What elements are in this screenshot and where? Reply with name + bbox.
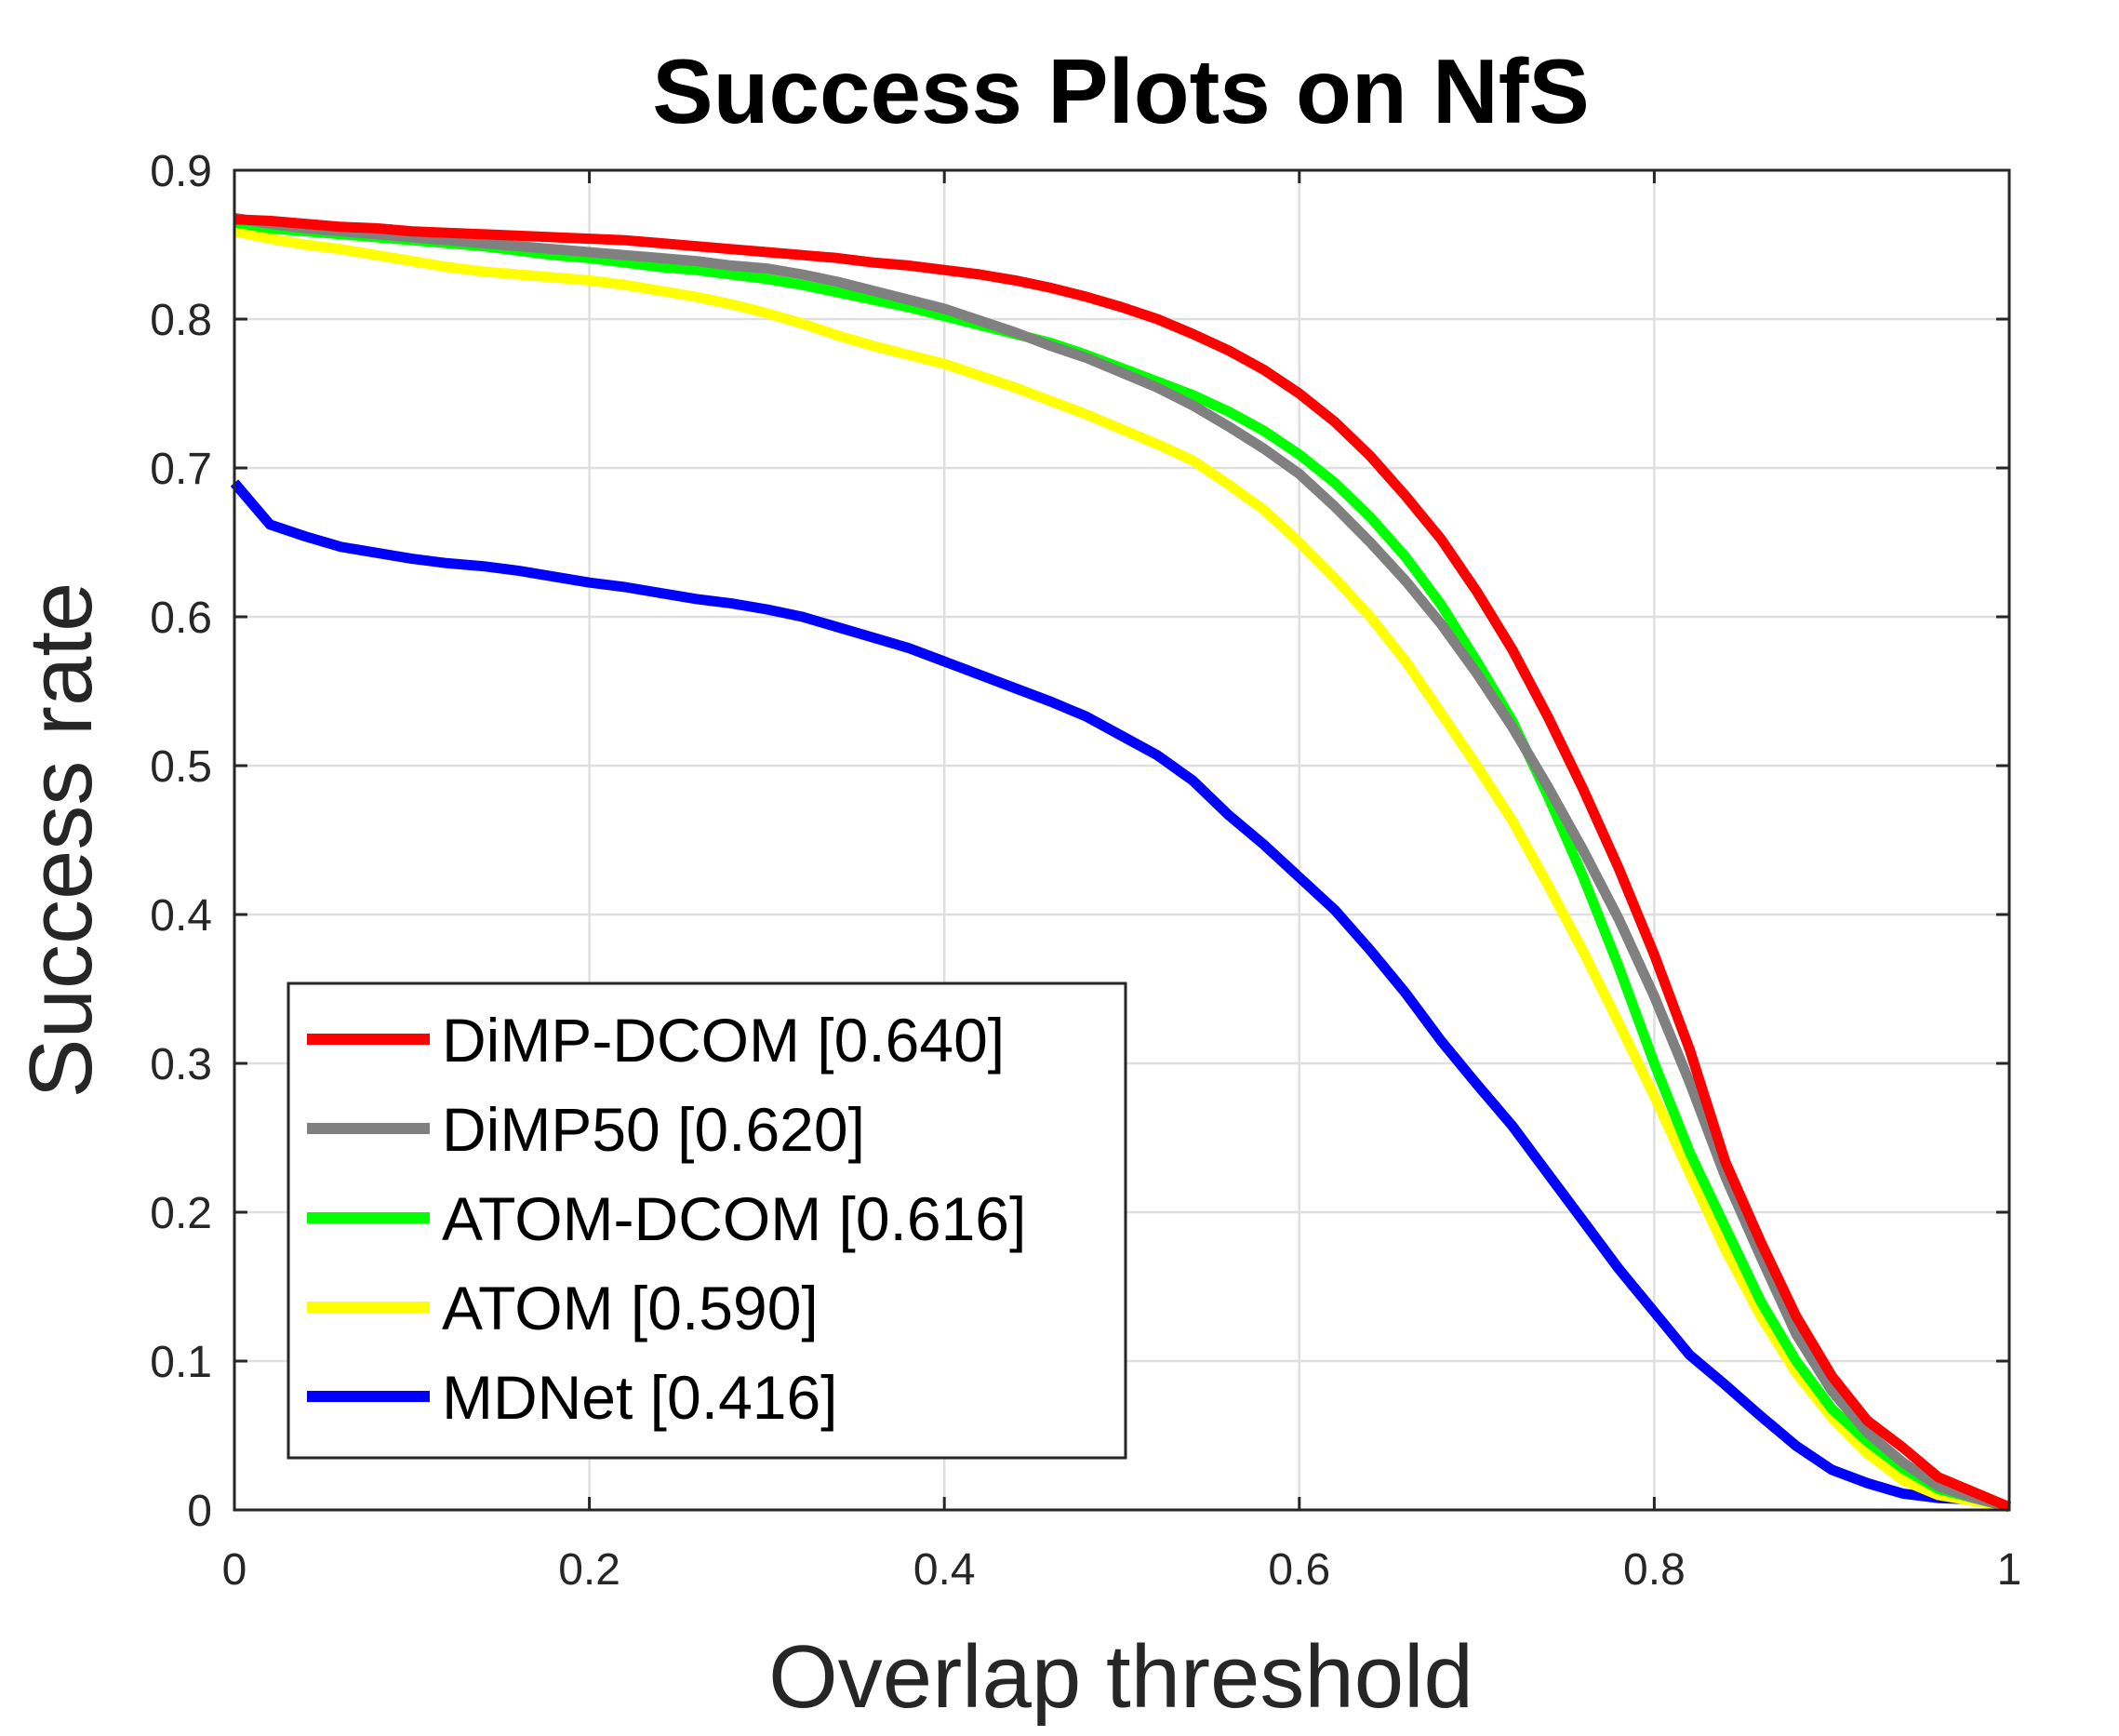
- y-tick-label: 0.2: [150, 1189, 212, 1238]
- x-tick-label: 0.4: [913, 1545, 976, 1595]
- y-tick-label: 0: [187, 1487, 212, 1536]
- x-tick-label: 0.2: [558, 1545, 620, 1595]
- y-tick-label: 0.9: [150, 147, 212, 196]
- y-tick-label: 0.4: [150, 891, 212, 941]
- axis-ticks: 0 0.2 0.4 0.6 0.8 1 0 0.1 0.2 0.3 0.4 0.5 0.6 0.7 0.8 0…: [150, 147, 2021, 1595]
- y-axis-label: Success rate: [11, 582, 111, 1099]
- legend-label-atom: ATOM [0.590]: [442, 1274, 819, 1342]
- plot-frame: [233, 168, 2011, 1512]
- legend-label-dimp-dcom: DiMP-DCOM [0.640]: [442, 1006, 1005, 1075]
- legend-label-mdnet: MDNet [0.416]: [442, 1363, 838, 1432]
- x-tick-label: 0: [222, 1545, 247, 1595]
- series-line-mdnet: [230, 479, 2011, 1513]
- legend-label-dimp50: DiMP50 [0.620]: [442, 1095, 865, 1164]
- y-tick-label: 0.8: [150, 296, 212, 345]
- legend-label-atom-dcom: ATOM-DCOM [0.616]: [442, 1184, 1026, 1253]
- x-tick-label: 1: [1997, 1545, 2022, 1595]
- y-tick-label: 0.1: [150, 1338, 212, 1387]
- series-line-dimp-dcom: [233, 214, 2012, 1512]
- x-tick-label: 0.8: [1623, 1545, 1686, 1595]
- chart-title: Success Plots on NfS: [652, 40, 1590, 142]
- series-lines: [230, 212, 2012, 1513]
- y-tick-label: 0.7: [150, 445, 212, 494]
- x-tick-label: 0.6: [1268, 1545, 1330, 1595]
- y-tick-label: 0.3: [150, 1040, 212, 1089]
- series-line-atom: [233, 226, 2010, 1513]
- y-tick-label: 0.6: [150, 594, 212, 643]
- x-axis-label: Overlap threshold: [768, 1627, 1473, 1727]
- legend: DiMP-DCOM [0.640] DiMP50 [0.620] ATOM-DCOM…: [287, 982, 1127, 1460]
- y-tick-label: 0.5: [150, 742, 212, 792]
- series-line-dimp50: [233, 212, 2011, 1513]
